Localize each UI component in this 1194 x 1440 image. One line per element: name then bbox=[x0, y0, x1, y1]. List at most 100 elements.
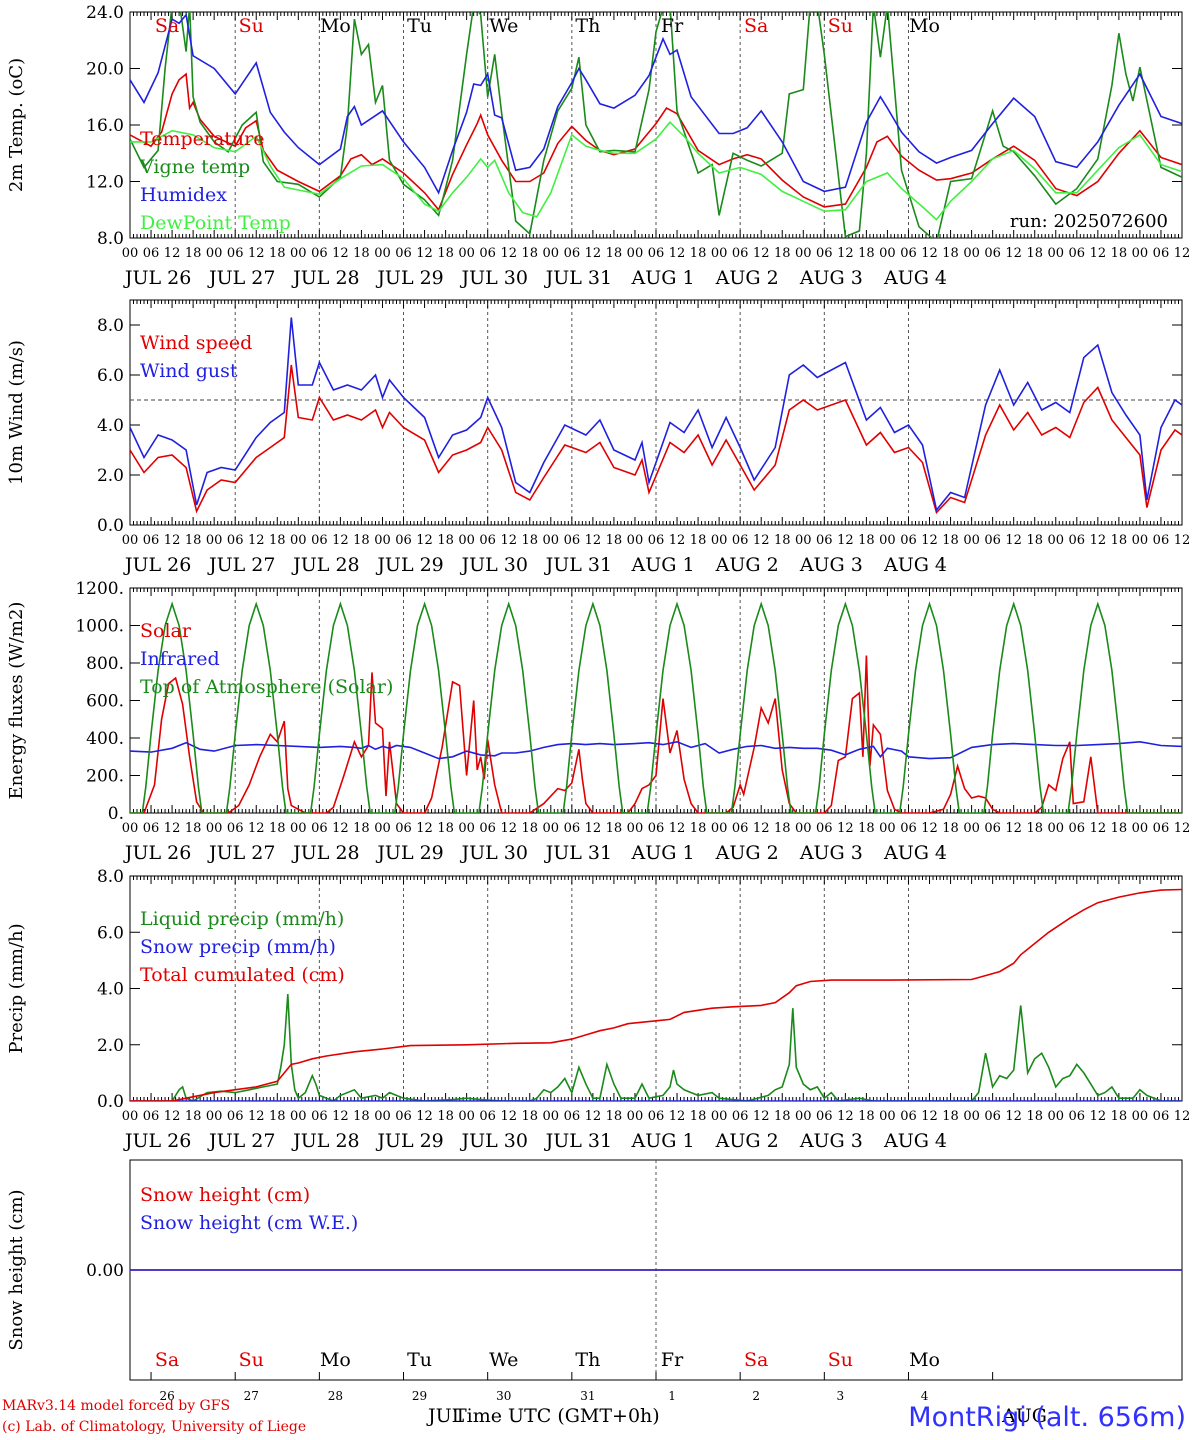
y-tick-label: 1000. bbox=[75, 617, 124, 637]
hour-tick-label: 12 bbox=[1005, 821, 1022, 836]
hour-tick-label: 00 bbox=[627, 1109, 644, 1124]
hour-tick-label: 12 bbox=[1174, 821, 1191, 836]
day-tick-label: AUG 4 bbox=[883, 554, 947, 576]
day-tick-label: JUL 27 bbox=[207, 842, 275, 864]
hour-tick-label: 00 bbox=[627, 821, 644, 836]
day-tick-label: AUG 4 bbox=[883, 1130, 947, 1152]
hour-tick-label: 06 bbox=[1153, 821, 1170, 836]
series-line bbox=[130, 364, 1182, 515]
hour-tick-label: 06 bbox=[816, 533, 833, 548]
day-tick-label: AUG 1 bbox=[631, 1130, 695, 1152]
y-tick-label: 0.0 bbox=[97, 1092, 124, 1112]
hour-tick-label: 18 bbox=[858, 246, 875, 261]
day-number-label: 26 bbox=[159, 1389, 174, 1403]
hour-tick-label: 12 bbox=[248, 246, 265, 261]
hour-tick-label: 06 bbox=[900, 821, 917, 836]
hour-tick-label: 00 bbox=[543, 821, 560, 836]
day-tick-label: JUL 29 bbox=[375, 554, 443, 576]
hour-tick-label: 12 bbox=[1090, 533, 1107, 548]
hour-tick-label: 06 bbox=[311, 1109, 328, 1124]
hour-tick-label: 06 bbox=[395, 246, 412, 261]
series-line bbox=[130, 12, 1182, 195]
hour-tick-label: 00 bbox=[963, 1109, 980, 1124]
hour-tick-label: 18 bbox=[521, 246, 538, 261]
hour-tick-label: 18 bbox=[185, 246, 202, 261]
hour-tick-label: 12 bbox=[248, 1109, 265, 1124]
hour-tick-label: 18 bbox=[858, 1109, 875, 1124]
hour-tick-label: 12 bbox=[1174, 1109, 1191, 1124]
hour-tick-label: 06 bbox=[227, 246, 244, 261]
hour-tick-label: 06 bbox=[564, 1109, 581, 1124]
day-tick-label: JUL 28 bbox=[291, 842, 359, 864]
hour-tick-label: 06 bbox=[732, 246, 749, 261]
hour-tick-label: 06 bbox=[479, 1109, 496, 1124]
hour-tick-label: 06 bbox=[311, 246, 328, 261]
series-line bbox=[130, 121, 1182, 221]
hour-tick-label: 18 bbox=[942, 533, 959, 548]
hour-tick-label: 00 bbox=[206, 1109, 223, 1124]
day-number-label: 29 bbox=[412, 1389, 427, 1403]
hour-tick-label: 12 bbox=[416, 246, 433, 261]
hour-tick-label: 00 bbox=[711, 821, 728, 836]
hour-tick-label: 00 bbox=[206, 821, 223, 836]
hour-tick-label: 00 bbox=[290, 246, 307, 261]
day-tick-label: JUL 31 bbox=[544, 842, 612, 864]
hour-tick-label: 18 bbox=[1026, 533, 1043, 548]
hour-tick-label: 12 bbox=[500, 246, 517, 261]
weekday-label: Tu bbox=[407, 15, 432, 37]
hour-tick-label: 12 bbox=[585, 533, 602, 548]
y-tick-label: 8.0 bbox=[97, 867, 124, 887]
hour-tick-label: 00 bbox=[795, 246, 812, 261]
day-tick-label: JUL 31 bbox=[544, 1130, 612, 1152]
model-credit: MARv3.14 model forced by GFS bbox=[2, 1398, 231, 1414]
y-tick-label: 0.0 bbox=[97, 516, 124, 536]
legend-entry: Infrared bbox=[140, 648, 220, 670]
hour-tick-label: 18 bbox=[1111, 246, 1128, 261]
day-number-label: 2 bbox=[752, 1389, 760, 1403]
hour-tick-label: 12 bbox=[1090, 1109, 1107, 1124]
day-tick-label: JUL 26 bbox=[123, 842, 191, 864]
hour-tick-label: 18 bbox=[353, 821, 370, 836]
hour-tick-label: 18 bbox=[521, 533, 538, 548]
hour-tick-label: 00 bbox=[879, 533, 896, 548]
hour-tick-label: 00 bbox=[458, 1109, 475, 1124]
hour-tick-label: 12 bbox=[921, 821, 938, 836]
day-tick-label: JUL 29 bbox=[375, 842, 443, 864]
day-tick-label: JUL 26 bbox=[123, 554, 191, 576]
hour-tick-label: 18 bbox=[1111, 1109, 1128, 1124]
hour-tick-label: 06 bbox=[648, 821, 665, 836]
day-tick-label: AUG 1 bbox=[631, 267, 695, 289]
y-tick-label: 800. bbox=[86, 654, 124, 674]
hour-tick-label: 06 bbox=[732, 533, 749, 548]
hour-tick-label: 00 bbox=[543, 1109, 560, 1124]
hour-tick-label: 12 bbox=[585, 1109, 602, 1124]
hour-tick-label: 12 bbox=[332, 246, 349, 261]
legend-entry: Temperature bbox=[140, 128, 264, 150]
hour-tick-label: 06 bbox=[143, 821, 160, 836]
hour-tick-label: 12 bbox=[1005, 533, 1022, 548]
y-tick-label: 0.00 bbox=[86, 1261, 124, 1281]
day-number-label: 28 bbox=[328, 1389, 343, 1403]
hour-tick-label: 00 bbox=[627, 533, 644, 548]
hour-tick-label: 00 bbox=[458, 533, 475, 548]
day-number-label: 27 bbox=[244, 1389, 259, 1403]
hour-tick-label: 18 bbox=[185, 1109, 202, 1124]
lab-credit: (c) Lab. of Climatology, University of L… bbox=[2, 1419, 307, 1435]
hour-tick-label: 18 bbox=[606, 1109, 623, 1124]
legend-entry: Snow height (cm) bbox=[140, 1184, 310, 1206]
series-line bbox=[130, 317, 1182, 512]
weekday-label-bottom: Fr bbox=[661, 1349, 684, 1371]
hour-tick-label: 18 bbox=[1111, 533, 1128, 548]
hour-tick-label: 06 bbox=[311, 821, 328, 836]
hour-tick-label: 06 bbox=[1153, 1109, 1170, 1124]
hour-tick-label: 12 bbox=[921, 1109, 938, 1124]
hour-tick-label: 12 bbox=[248, 533, 265, 548]
weekday-label-bottom: Su bbox=[239, 1349, 264, 1371]
day-tick-label: JUL 27 bbox=[207, 267, 275, 289]
hour-tick-label: 06 bbox=[395, 533, 412, 548]
y-tick-label: 2.0 bbox=[97, 466, 124, 486]
legend-entry: Wind gust bbox=[140, 360, 238, 382]
hour-tick-label: 06 bbox=[900, 1109, 917, 1124]
hour-tick-label: 12 bbox=[669, 1109, 686, 1124]
